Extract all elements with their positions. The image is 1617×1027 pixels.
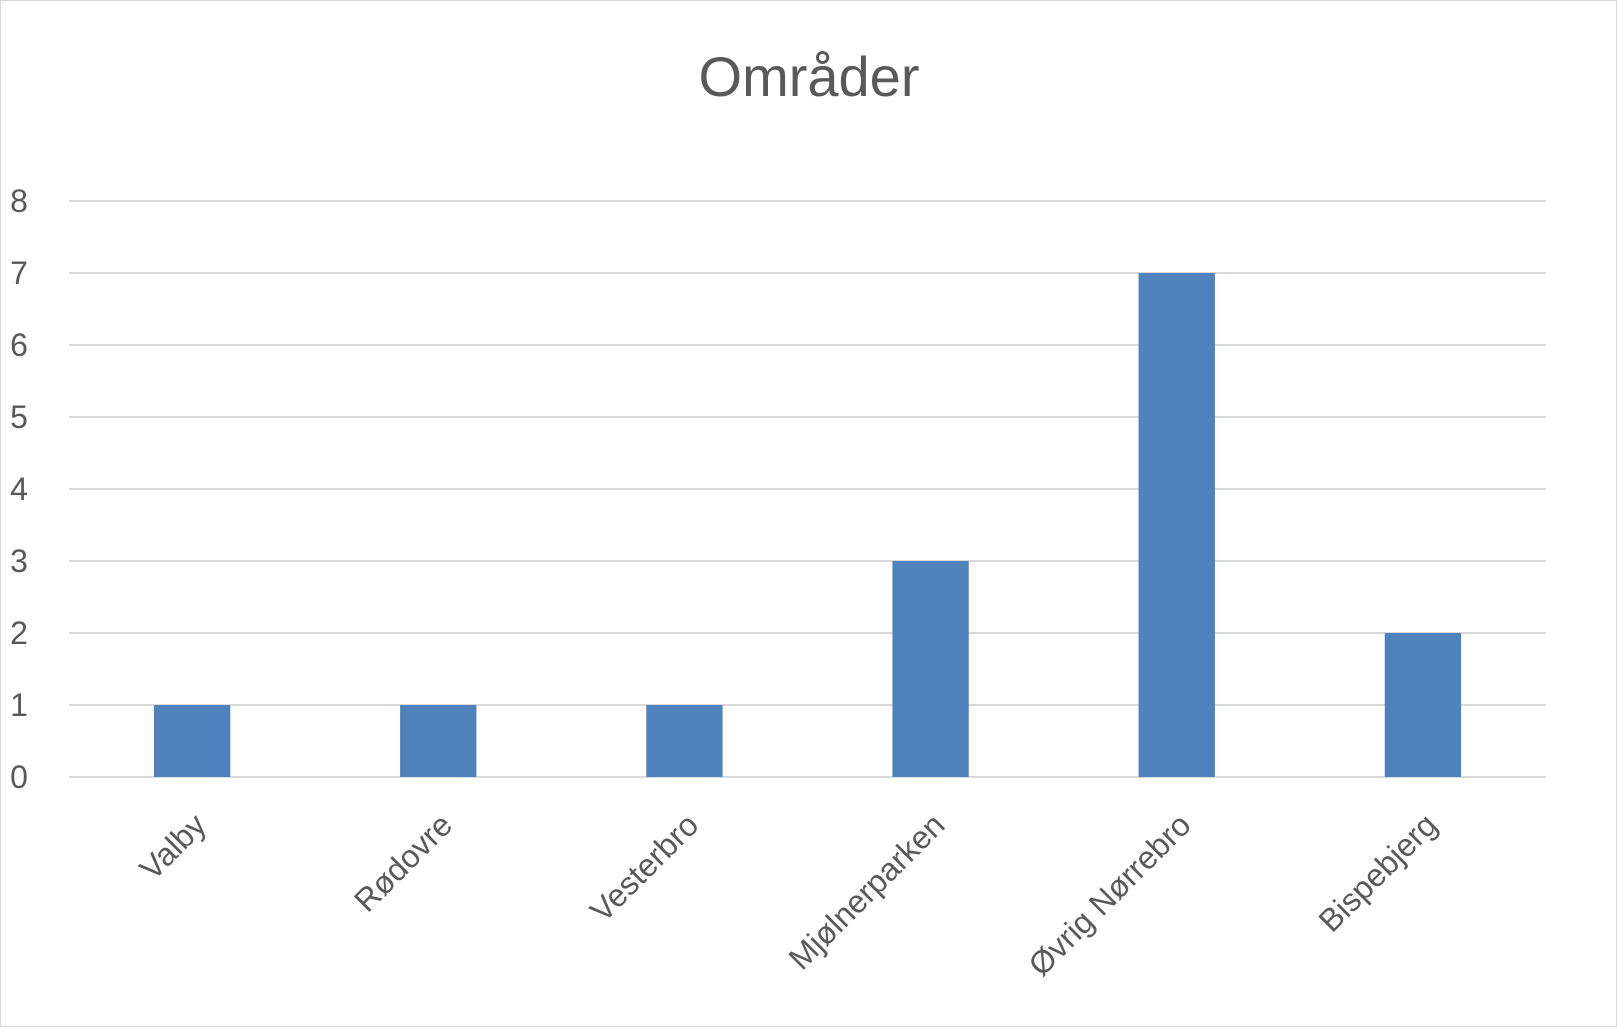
x-axis: Valby Rødovre Vesterbro Mjølnerparken Øvrig … bbox=[133, 806, 1444, 982]
bar bbox=[646, 705, 723, 777]
y-axis: 0 1 2 3 4 5 6 7 8 bbox=[10, 183, 28, 795]
chart-title: Områder bbox=[699, 45, 920, 108]
y-tick-label: 2 bbox=[10, 615, 28, 651]
bar bbox=[1138, 273, 1215, 777]
y-tick-label: 5 bbox=[10, 399, 28, 435]
y-tick-label: 3 bbox=[10, 543, 28, 579]
x-tick-label: Valby bbox=[133, 806, 213, 886]
bar bbox=[400, 705, 477, 777]
y-tick-label: 0 bbox=[10, 759, 28, 795]
x-tick-label: Mjølnerparken bbox=[781, 806, 951, 976]
x-tick-label: Vesterbro bbox=[583, 806, 705, 928]
y-tick-label: 6 bbox=[10, 327, 28, 363]
bar bbox=[153, 705, 231, 777]
y-tick-label: 7 bbox=[10, 255, 28, 291]
y-tick-label: 8 bbox=[10, 183, 28, 219]
bars bbox=[153, 273, 1462, 777]
y-tick-label: 1 bbox=[10, 687, 28, 723]
y-tick-label: 4 bbox=[10, 471, 28, 507]
x-tick-label: Øvrig Nørrebro bbox=[1021, 806, 1197, 982]
x-tick-label: Bispebjerg bbox=[1311, 806, 1443, 938]
x-tick-label: Rødovre bbox=[347, 806, 459, 918]
bar bbox=[892, 561, 969, 777]
bar bbox=[1384, 633, 1462, 777]
gridlines bbox=[69, 200, 1546, 778]
